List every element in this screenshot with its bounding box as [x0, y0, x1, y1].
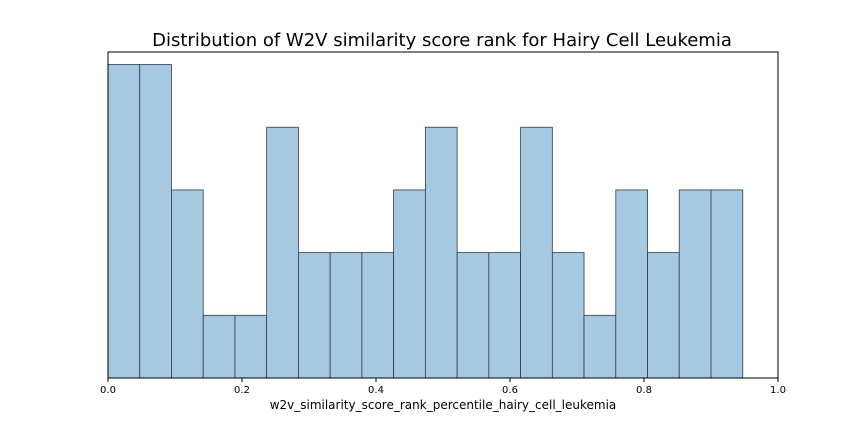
histogram-bar: [234, 314, 268, 379]
x-tick-label: 0.8: [636, 385, 652, 396]
bars-group: [107, 64, 744, 379]
histogram-bar: [583, 314, 617, 379]
histogram-bar: [329, 252, 363, 379]
histogram-bar: [171, 189, 204, 379]
histogram-bar: [551, 252, 585, 379]
histogram-bar: [107, 64, 141, 379]
histogram-bar: [520, 126, 553, 379]
x-tick-label: 0.6: [502, 385, 518, 396]
x-tick-label: 1.0: [770, 385, 786, 396]
x-tick-label: 0.0: [100, 385, 116, 396]
histogram-bar: [424, 126, 458, 379]
x-axis-ticks: 0.0 0.2 0.4 0.6 0.8 1.0: [100, 378, 786, 396]
x-axis-label: w2v_similarity_score_rank_percentile_hai…: [270, 398, 617, 412]
x-tick-label: 0.2: [234, 385, 250, 396]
histogram-bar: [647, 252, 680, 379]
histogram-bar: [139, 64, 172, 379]
histogram-bar: [202, 314, 236, 379]
histogram-bar: [456, 252, 490, 379]
histogram-bar: [678, 189, 712, 379]
histogram-bar: [361, 252, 395, 379]
histogram-bar: [266, 126, 299, 379]
histogram-bar: [488, 252, 521, 379]
histogram-bar: [298, 252, 331, 379]
x-tick-label: 0.4: [368, 385, 384, 396]
histogram-bar: [615, 189, 648, 379]
histogram-bar: [393, 189, 426, 379]
plot-frame: [107, 51, 779, 379]
histogram-bar: [710, 189, 744, 379]
chart-title: Distribution of W2V similarity score ran…: [152, 30, 732, 51]
